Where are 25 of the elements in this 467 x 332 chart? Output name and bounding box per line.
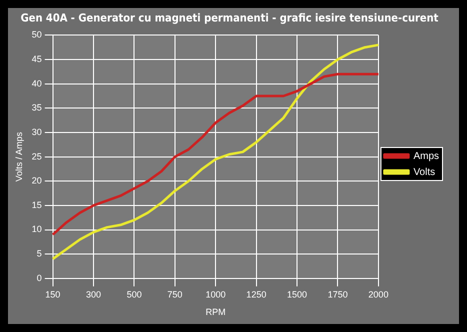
- x-tick-label: 1750: [328, 289, 348, 300]
- x-tick-label: 1000: [206, 289, 226, 300]
- y-axis-title: Volts / Amps: [14, 132, 24, 182]
- chart-title: Gen 40A - Generator cu magneti permanenti - grafic iesire tensiune-curent: [20, 11, 439, 24]
- x-tick-label: 750: [167, 289, 182, 300]
- legend-label: Volts: [413, 166, 436, 178]
- y-tick-label: 50: [32, 30, 42, 40]
- x-tick-label: 1500: [287, 289, 308, 300]
- y-tick-label: 10: [32, 224, 42, 234]
- y-tick-label: 20: [32, 176, 42, 186]
- y-tick-label: 5: [36, 248, 42, 259]
- y-tick-label: 15: [32, 200, 42, 210]
- y-tick-label: 25: [32, 151, 42, 162]
- y-tick-label: 35: [32, 102, 42, 113]
- x-axis-title: RPM: [206, 307, 226, 318]
- y-tick-label: 40: [32, 78, 42, 88]
- x-tick-label: 150: [45, 289, 60, 300]
- x-tick-label: 300: [86, 289, 102, 300]
- y-tick-label: 30: [32, 126, 42, 137]
- y-tick-label: 45: [32, 54, 42, 64]
- x-tick-label: 500: [126, 289, 142, 300]
- y-tick-label: 0: [36, 272, 42, 283]
- x-tick-label: 1250: [246, 289, 266, 300]
- x-tick-label: 2000: [368, 289, 388, 300]
- legend-label: Amps: [413, 150, 439, 162]
